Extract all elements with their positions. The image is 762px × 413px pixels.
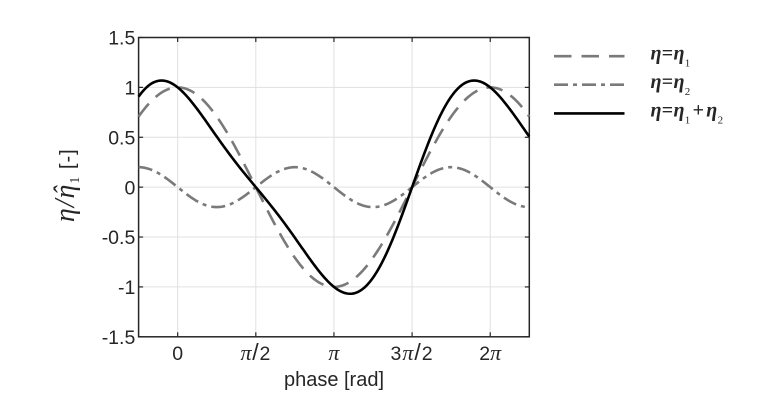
svg-text:ˆ: ˆ (49, 185, 78, 195)
svg-text:1.5: 1.5 (108, 28, 135, 50)
svg-text:π: π (328, 340, 340, 365)
svg-text:1: 1 (124, 78, 135, 100)
svg-text:-0.5: -0.5 (102, 227, 136, 249)
svg-text:π/2: π/2 (240, 339, 271, 365)
svg-text:3π/2: 3π/2 (391, 339, 434, 365)
svg-text:0: 0 (172, 343, 183, 365)
svg-text:η=η2: η=η2 (651, 71, 691, 98)
svg-text:-1.5: -1.5 (102, 327, 136, 349)
svg-text:-1: -1 (118, 277, 135, 299)
svg-text:phase [rad]: phase [rad] (284, 369, 384, 391)
svg-text:η/η1 [-]: η/η1 [-] (50, 148, 83, 222)
svg-text:2π: 2π (479, 340, 502, 365)
svg-text:η=η1+η2: η=η1 + η2 (651, 100, 724, 127)
svg-text:η=η1: η=η1 (651, 42, 691, 69)
svg-text:0.5: 0.5 (108, 127, 135, 149)
svg-text:0: 0 (124, 177, 135, 199)
